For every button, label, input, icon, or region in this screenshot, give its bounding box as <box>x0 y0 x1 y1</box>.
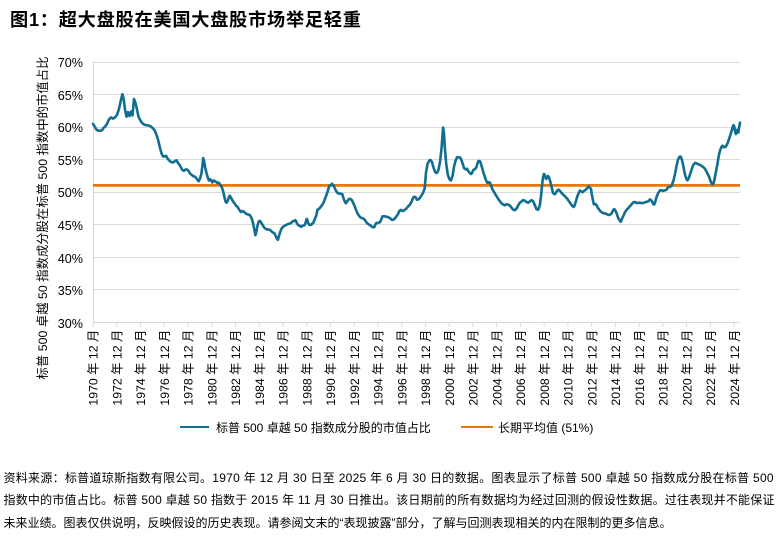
svg-text:2018 年 12 月: 2018 年 12 月 <box>657 330 671 406</box>
svg-text:1986 年 12 月: 1986 年 12 月 <box>277 330 291 406</box>
svg-text:1978 年 12 月: 1978 年 12 月 <box>182 330 196 406</box>
svg-text:1984 年 12 月: 1984 年 12 月 <box>253 330 267 406</box>
svg-text:1992 年 12 月: 1992 年 12 月 <box>348 330 362 406</box>
svg-text:1990 年 12 月: 1990 年 12 月 <box>324 330 338 406</box>
svg-text:2022 年 12 月: 2022 年 12 月 <box>704 330 718 406</box>
svg-text:1980 年 12 月: 1980 年 12 月 <box>205 330 219 406</box>
svg-text:2004 年 12 月: 2004 年 12 月 <box>490 330 504 406</box>
svg-text:2006 年 12 月: 2006 年 12 月 <box>514 330 528 406</box>
svg-text:2010 年 12 月: 2010 年 12 月 <box>562 330 576 406</box>
svg-text:2000 年 12 月: 2000 年 12 月 <box>443 330 457 406</box>
svg-text:1982 年 12 月: 1982 年 12 月 <box>229 330 243 406</box>
svg-text:1994 年 12 月: 1994 年 12 月 <box>372 330 386 406</box>
svg-text:1972 年 12 月: 1972 年 12 月 <box>110 330 124 406</box>
svg-text:1988 年 12 月: 1988 年 12 月 <box>300 330 314 406</box>
svg-text:2014 年 12 月: 2014 年 12 月 <box>609 330 623 406</box>
svg-text:1996 年 12 月: 1996 年 12 月 <box>395 330 409 406</box>
svg-text:2024 年 12 月: 2024 年 12 月 <box>728 330 742 406</box>
svg-text:1970 年 12 月: 1970 年 12 月 <box>87 330 101 406</box>
svg-text:1974 年 12 月: 1974 年 12 月 <box>134 330 148 406</box>
svg-text:2002 年 12 月: 2002 年 12 月 <box>467 330 481 406</box>
svg-text:2008 年 12 月: 2008 年 12 月 <box>538 330 552 406</box>
svg-text:2016 年 12 月: 2016 年 12 月 <box>633 330 647 406</box>
svg-text:2012 年 12 月: 2012 年 12 月 <box>585 330 599 406</box>
svg-text:1976 年 12 月: 1976 年 12 月 <box>158 330 172 406</box>
svg-text:2020 年 12 月: 2020 年 12 月 <box>680 330 694 406</box>
svg-text:1998 年 12 月: 1998 年 12 月 <box>419 330 433 406</box>
